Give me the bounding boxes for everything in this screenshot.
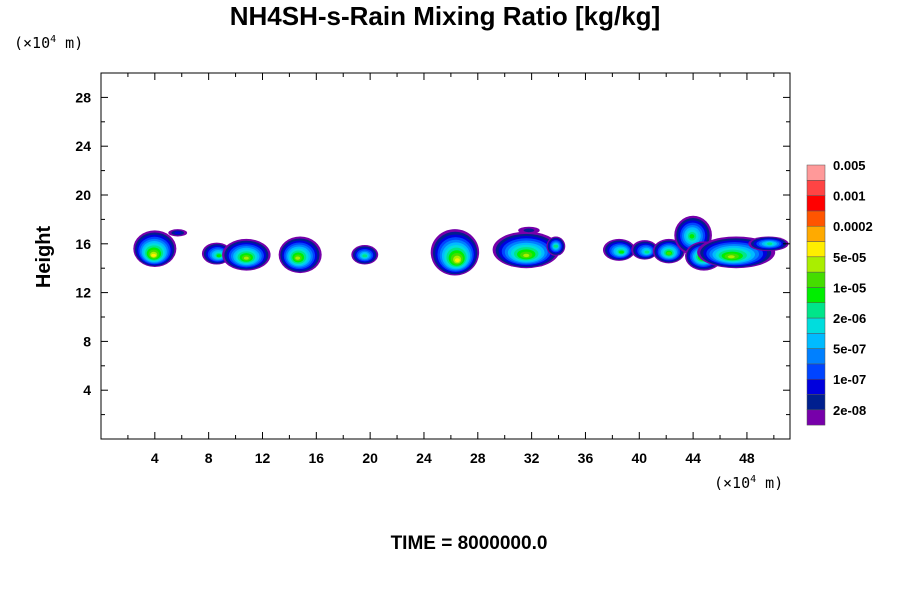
y-tick-label: 28 [75, 89, 91, 105]
colorbar-swatch [806, 378, 826, 395]
colorbar-swatch [806, 271, 826, 288]
contour-cell [631, 240, 659, 260]
contour-level-10 [727, 255, 735, 259]
contour-cell [748, 236, 789, 252]
contour-cell [133, 230, 177, 267]
y-tick-label: 4 [83, 382, 91, 398]
colorbar-label: 0.001 [833, 189, 866, 204]
x-tick-label: 4 [151, 450, 159, 466]
chart-title: NH4SH-s-Rain Mixing Ratio [kg/kg] [230, 1, 660, 31]
colorbar-label: 0.0002 [833, 219, 873, 234]
contour-level-10 [295, 256, 301, 260]
y-tick-label: 12 [75, 285, 91, 301]
colorbar-label: 5e-05 [833, 250, 866, 265]
x-tick-label: 28 [470, 450, 486, 466]
colorbar-label: 2e-06 [833, 311, 866, 326]
colorbar-swatch [806, 348, 826, 365]
colorbar-swatch [806, 225, 826, 242]
colorbar-swatch [806, 287, 826, 303]
y-tick-label: 8 [83, 333, 91, 349]
contour-level-1 [523, 228, 535, 233]
contour-level-8 [689, 234, 695, 239]
x-tick-label: 16 [309, 450, 325, 466]
colorbar-label: 2e-08 [833, 403, 866, 418]
y-axis-label: Height [33, 226, 55, 289]
x-tick-label: 20 [362, 450, 378, 466]
contour-level-11 [454, 258, 460, 263]
colorbar-swatch [806, 180, 826, 196]
contour-cell [492, 231, 560, 269]
colorbar-label: 5e-07 [833, 342, 866, 357]
y-tick-label: 20 [75, 187, 91, 203]
colorbar-label: 1e-07 [833, 372, 866, 387]
colorbar-swatch [806, 317, 826, 334]
colorbar-swatch [806, 363, 826, 380]
contour-cell [602, 238, 636, 261]
contour-cell [546, 236, 566, 256]
contour-cell [351, 245, 379, 265]
contour-level-8 [216, 254, 222, 258]
y-tick-label: 16 [75, 236, 91, 252]
colorbar-swatch [806, 394, 826, 411]
x-tick-label: 24 [416, 450, 432, 466]
colorbar-label: 0.005 [833, 158, 866, 173]
contour-level-10 [243, 256, 249, 260]
x-tick-label: 36 [578, 450, 594, 466]
contour-cell [168, 229, 188, 237]
x-tick-label: 40 [631, 450, 647, 466]
contour-level-10 [523, 253, 530, 258]
contour-level-2 [174, 231, 181, 235]
contour-cell [518, 226, 540, 235]
x-tick-label: 48 [739, 450, 755, 466]
contour-cell [222, 238, 271, 271]
colorbar-swatch [806, 210, 826, 227]
contour-cell [278, 236, 322, 274]
contour-level-7 [644, 250, 650, 254]
x-tick-label: 8 [205, 450, 213, 466]
contour-level-9 [666, 251, 672, 255]
contour-level-11 [151, 253, 157, 257]
x-tick-label: 12 [255, 450, 271, 466]
colorbar-label: 1e-05 [833, 280, 866, 295]
contour-level-8 [619, 250, 624, 254]
colorbar-swatch [806, 256, 826, 273]
x-tick-label: 44 [685, 450, 701, 466]
colorbar-swatch [806, 302, 826, 319]
contour-cell [652, 238, 686, 264]
contour-cell [430, 229, 480, 276]
y-tick-label: 24 [75, 138, 91, 154]
colorbar-swatch [806, 241, 826, 258]
colorbar-swatch [806, 164, 826, 181]
contour-level-7 [362, 254, 368, 258]
y-unit-label: (×104 m) [14, 34, 83, 52]
x-tick-label: 32 [524, 450, 540, 466]
contour-level-7 [553, 244, 559, 248]
time-label: TIME = 8000000.0 [391, 533, 548, 554]
colorbar-swatch [806, 333, 826, 349]
colorbar: 2e-08 1e-07 5e-07 2e-06 1e-05 5e-05 0.0002 0.00… [806, 158, 873, 426]
contour-cells [133, 215, 789, 276]
x-unit-label: (×104 m) [714, 474, 783, 492]
contour-level-7 [767, 242, 773, 246]
colorbar-swatch [806, 195, 826, 212]
colorbar-swatch [806, 409, 826, 426]
